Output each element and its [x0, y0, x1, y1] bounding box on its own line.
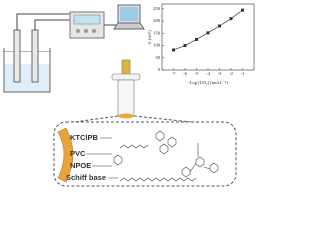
y-tick-label: 250 — [153, 6, 161, 11]
x-tick-label: -4 — [206, 71, 210, 76]
beaker — [3, 13, 73, 93]
data-point — [218, 24, 221, 28]
x-tick-label: -2 — [229, 71, 233, 76]
data-point — [206, 31, 210, 35]
pointer-lines — [86, 137, 118, 179]
data-point — [241, 8, 244, 12]
y-tick-label: 200 — [153, 18, 161, 23]
inset-chart: E (mV) -Log [UO₂] (mol L⁻¹) 0 50 100 150 200… — [147, 3, 255, 85]
x-axis-label: -Log [UO₂] (mol L⁻¹) — [188, 80, 228, 85]
meter — [69, 11, 118, 39]
y-axis-label: E (mV) — [147, 30, 152, 44]
membrane-box — [53, 121, 237, 187]
x-tick-label: -6 — [183, 71, 187, 76]
plot-frame — [161, 3, 255, 71]
x-tick-label: -7 — [172, 71, 176, 76]
data-point — [229, 17, 233, 21]
membrane-label: PVC — [70, 149, 86, 158]
membrane-label: Schiff base — [66, 173, 106, 182]
electrode — [59, 59, 211, 125]
y-tick-label: 0 — [158, 67, 161, 72]
membrane-label: KTClPB — [70, 133, 99, 142]
data-point — [183, 44, 187, 48]
data-point — [195, 37, 198, 41]
y-tick-label: 150 — [153, 30, 161, 35]
membrane-label: NPOE — [70, 161, 91, 170]
molecules — [113, 130, 219, 182]
x-tick-label: -3 — [218, 71, 222, 76]
x-tick-label: -5 — [195, 71, 199, 76]
diagram: E (mV) -Log [UO₂] (mol L⁻¹) 0 50 100 150 200… — [3, 3, 255, 187]
y-tick-label: 50 — [156, 55, 161, 60]
data-point — [172, 48, 175, 52]
x-tick-label: -1 — [241, 71, 245, 76]
laptop — [113, 4, 145, 30]
y-tick-label: 100 — [153, 43, 161, 48]
